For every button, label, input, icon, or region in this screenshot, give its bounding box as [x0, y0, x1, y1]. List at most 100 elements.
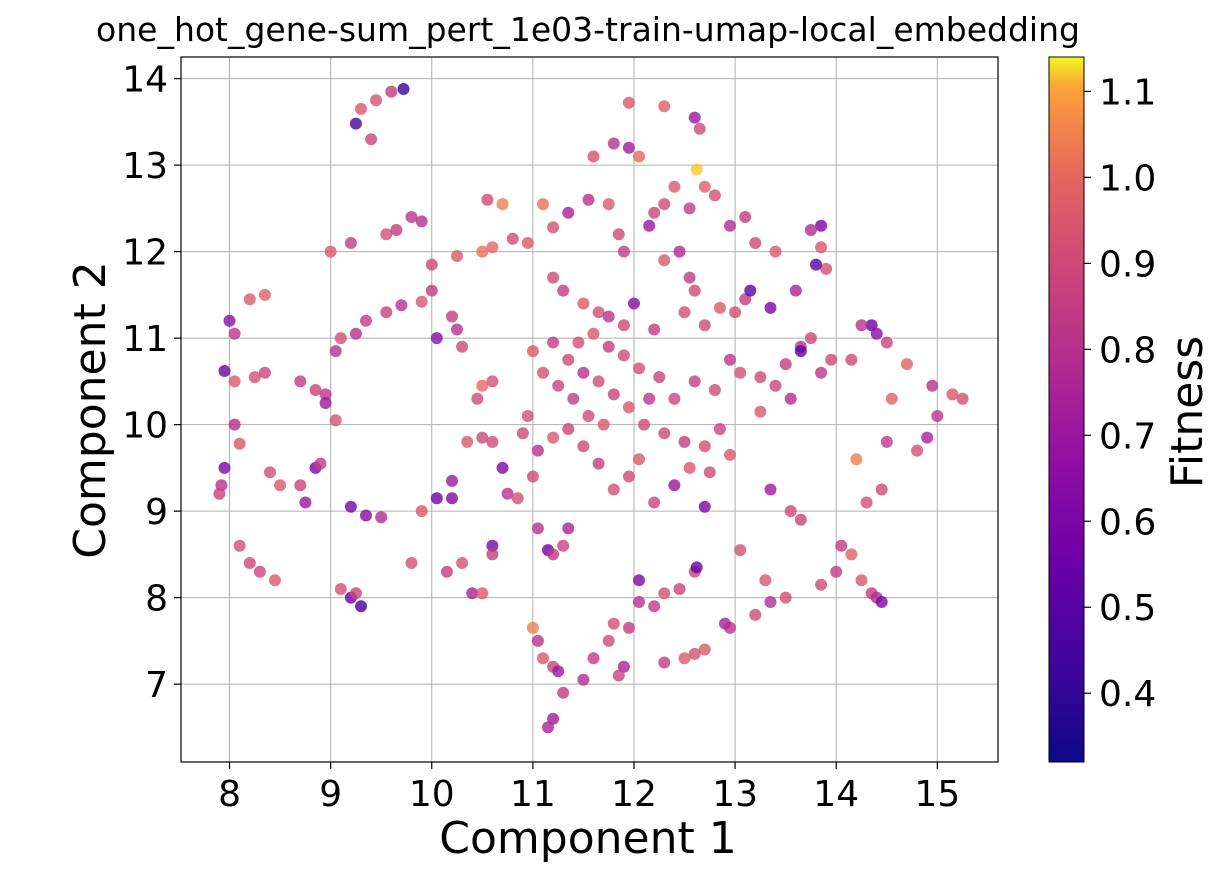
scatter-point [547, 221, 560, 234]
x-tick-label: 14 [813, 774, 859, 815]
data-points [213, 83, 969, 734]
scatter-point [587, 327, 600, 340]
y-tick-label: 13 [122, 146, 168, 187]
scatter-point [258, 366, 271, 379]
scatter-point [577, 440, 590, 453]
scatter-point [547, 431, 560, 444]
scatter-point [880, 336, 893, 349]
scatter-point [688, 111, 701, 124]
scatter-point [349, 117, 362, 130]
scatter-point [572, 336, 585, 349]
scatter-point [633, 362, 645, 375]
scatter-point [607, 137, 620, 150]
scatter-point [587, 652, 600, 665]
scatter-point [845, 353, 858, 366]
scatter-point [233, 539, 246, 552]
scatter-point [683, 271, 696, 284]
scatter-point [607, 483, 620, 496]
scatter-point [446, 310, 458, 323]
scatter-point [521, 410, 534, 422]
scatter-point [557, 284, 570, 297]
scatter-point [668, 479, 681, 492]
scatter-point [218, 461, 231, 474]
scatter-point [486, 375, 499, 388]
scatter-point [355, 600, 367, 613]
scatter-point [875, 596, 888, 608]
scatter-point [334, 583, 347, 595]
scatter-point [683, 202, 696, 215]
scatter-point [405, 557, 418, 569]
scatter-point [577, 366, 590, 379]
scatter-point [486, 539, 499, 552]
scatter-point [779, 591, 792, 604]
colorbar-tick-label: 0.4 [1099, 674, 1156, 715]
scatter-point [734, 366, 747, 379]
y-axis-label: Component 2 [65, 261, 116, 558]
scatter-point [415, 215, 428, 228]
plot-frame [180, 56, 999, 763]
scatter-point [885, 392, 898, 405]
scatter-point [612, 228, 625, 241]
scatter-point [314, 457, 327, 470]
y-axis-ticks: 7 8 9 10 11 12 13 14 [122, 60, 181, 706]
scatter-point [319, 397, 332, 409]
scatter-point [648, 206, 661, 219]
scatter-point [456, 340, 469, 353]
x-tick-label: 8 [218, 774, 241, 815]
scatter-point [349, 587, 362, 600]
scatter-point [360, 314, 372, 327]
scatter-point [506, 232, 519, 245]
scatter-point [375, 511, 388, 524]
scatter-point [820, 262, 833, 275]
scatter-point [481, 193, 494, 206]
scatter-point [815, 578, 828, 591]
scatter-point [658, 254, 671, 267]
scatter-point [562, 206, 575, 219]
scatter-point [764, 301, 777, 314]
scatter-point [552, 379, 565, 392]
scatter-point [264, 466, 276, 479]
scatter-point [425, 258, 438, 271]
y-tick-label: 11 [122, 319, 168, 360]
scatter-point [537, 366, 549, 379]
scatter-point [476, 431, 489, 444]
scatter-point [708, 189, 721, 202]
scatter-point [557, 686, 570, 699]
scatter-point [855, 319, 868, 332]
scatter-point [658, 656, 671, 669]
scatter-point [542, 721, 554, 734]
scatter-point [724, 353, 736, 366]
scatter-point [815, 219, 828, 232]
scatter-point [607, 617, 620, 630]
scatter-point [754, 371, 767, 384]
scatter-point [466, 587, 479, 600]
y-tick-label: 10 [122, 406, 168, 447]
scatter-point [456, 557, 469, 569]
scatter-point [815, 241, 828, 254]
scatter-point [461, 435, 474, 448]
scatter-point [633, 574, 645, 587]
scatter-point [622, 621, 635, 634]
colorbar-tick-label: 0.7 [1099, 416, 1156, 457]
scatter-point [294, 375, 307, 388]
scatter-point [643, 392, 656, 405]
scatter-point [875, 483, 888, 496]
scatter-point [537, 198, 549, 211]
scatter-point [693, 122, 706, 135]
scatter-point [294, 479, 307, 492]
scatter-point [744, 284, 757, 297]
scatter-point [724, 621, 736, 634]
scatter-point [648, 600, 661, 613]
scatter-point [784, 392, 797, 405]
scatter-point [713, 301, 726, 314]
scatter-point [355, 102, 367, 115]
scatter-point [228, 327, 241, 340]
colorbar-tick-label: 0.5 [1099, 588, 1156, 629]
scatter-point [845, 548, 858, 561]
scatter-point [658, 198, 671, 211]
scatter-point [592, 375, 605, 388]
scatter-point [547, 548, 560, 561]
scatter-point [617, 660, 630, 673]
scatter-point [496, 461, 509, 474]
